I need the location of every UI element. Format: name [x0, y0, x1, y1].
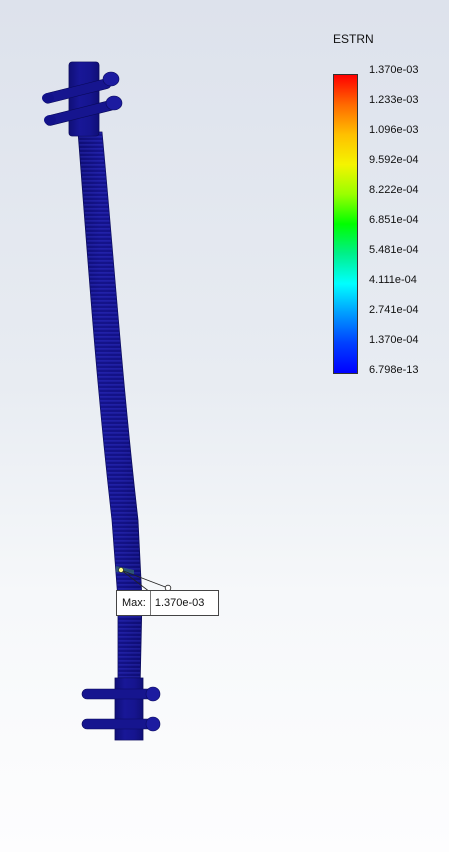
legend-title: ESTRN — [333, 32, 374, 46]
legend-tick-label: 1.370e-03 — [369, 64, 419, 76]
legend-tick-label: 4.111e-04 — [369, 274, 417, 286]
legend-tick-label: 8.222e-04 — [369, 184, 419, 196]
legend-tick-label: 6.798e-13 — [369, 364, 419, 376]
legend-tick-label: 6.851e-04 — [369, 214, 419, 226]
max-probe-box[interactable]: Max: 1.370e-03 — [116, 590, 219, 616]
max-probe-label: Max: — [117, 591, 151, 615]
legend-tick-label: 1.096e-03 — [369, 124, 419, 136]
top-pin-upper — [42, 71, 120, 104]
legend-colorbar — [333, 74, 358, 374]
bottom-pin-upper — [81, 686, 161, 702]
legend-tick-label: 1.233e-03 — [369, 94, 419, 106]
legend-tick-label: 2.741e-04 — [369, 304, 419, 316]
legend-tick-label: 9.592e-04 — [369, 154, 419, 166]
max-probe-leader — [118, 567, 172, 593]
bottom-pin-lower — [81, 716, 161, 732]
max-probe-point — [118, 567, 124, 573]
max-probe-value: 1.370e-03 — [154, 597, 205, 609]
rod-model — [42, 61, 161, 741]
legend-tick-label: 1.370e-04 — [369, 334, 419, 346]
legend-tick-label: 5.481e-04 — [369, 244, 419, 256]
top-pin-lower — [44, 95, 123, 126]
